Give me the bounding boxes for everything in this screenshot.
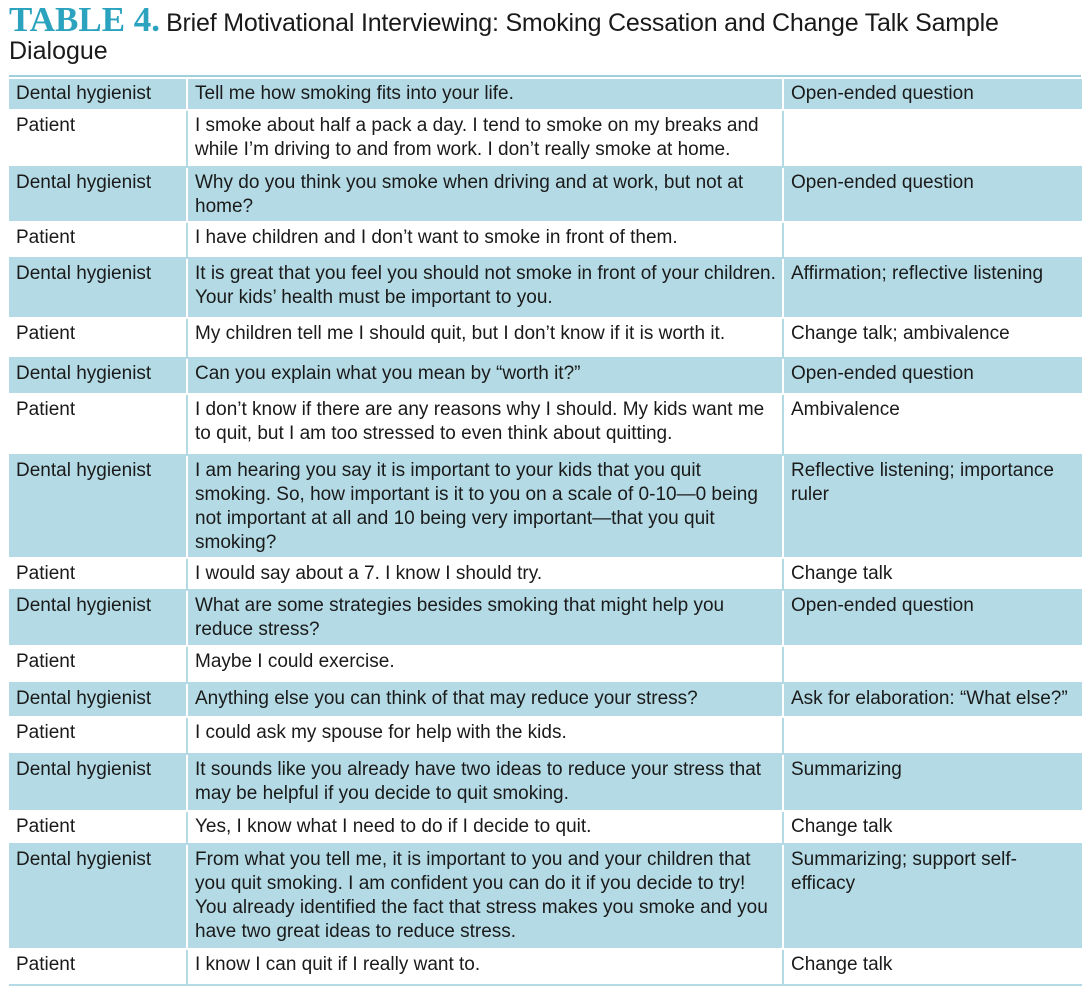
- technique-cell: Summarizing; support self-efficacy: [784, 845, 1082, 950]
- table-row: Patient My children tell me I should quit…: [9, 319, 1082, 359]
- speaker-cell: Patient: [9, 812, 188, 845]
- technique-cell: Change talk: [784, 559, 1082, 591]
- table-row: Dental hygienist From what you tell me, i…: [9, 845, 1082, 950]
- table-row: Patient I would say about a 7. I know I s…: [9, 559, 1082, 591]
- speaker-cell: Patient: [9, 647, 188, 684]
- table-row: Patient I could ask my spouse for help wi…: [9, 718, 1082, 755]
- dialogue-cell: Why do you think you smoke when driving …: [188, 168, 784, 223]
- dialogue-table-body: Dental hygienist Tell me how smoking fits…: [9, 79, 1082, 986]
- table-caption: TABLE 4. Brief Motivational Interviewing:…: [9, 2, 1084, 64]
- dialogue-cell: Yes, I know what I need to do if I decid…: [188, 812, 784, 845]
- technique-cell: Reflective listening; importance ruler: [784, 456, 1082, 559]
- table-title-continued: Dialogue: [9, 37, 108, 65]
- dialogue-cell: I have children and I don’t want to smok…: [188, 223, 784, 259]
- dialogue-cell: I know I can quit if I really want to.: [188, 950, 784, 986]
- technique-cell: [784, 111, 1082, 168]
- dialogue-cell: Maybe I could exercise.: [188, 647, 784, 684]
- dialogue-cell: It sounds like you already have two idea…: [188, 755, 784, 812]
- table-row: Dental hygienist It sounds like you alrea…: [9, 755, 1082, 812]
- table-row: Patient Maybe I could exercise.: [9, 647, 1082, 684]
- speaker-cell: Patient: [9, 950, 188, 986]
- dialogue-cell: I could ask my spouse for help with the …: [188, 718, 784, 755]
- dialogue-cell: I smoke about half a pack a day. I tend …: [188, 111, 784, 168]
- table-row: Dental hygienist It is great that you fee…: [9, 259, 1082, 319]
- speaker-cell: Patient: [9, 395, 188, 456]
- dialogue-cell: From what you tell me, it is important t…: [188, 845, 784, 950]
- table-row: Dental hygienist Why do you think you smo…: [9, 168, 1082, 223]
- speaker-cell: Patient: [9, 559, 188, 591]
- speaker-cell: Dental hygienist: [9, 591, 188, 647]
- technique-cell: Change talk: [784, 950, 1082, 986]
- table-row: Patient I don’t know if there are any rea…: [9, 395, 1082, 456]
- speaker-cell: Dental hygienist: [9, 359, 188, 395]
- technique-cell: Open-ended question: [784, 168, 1082, 223]
- speaker-cell: Dental hygienist: [9, 456, 188, 559]
- table-row: Dental hygienist Can you explain what you…: [9, 359, 1082, 395]
- dialogue-cell: It is great that you feel you should not…: [188, 259, 784, 319]
- dialogue-cell: I would say about a 7. I know I should t…: [188, 559, 784, 591]
- technique-cell: Summarizing: [784, 755, 1082, 812]
- dialogue-cell: Anything else you can think of that may …: [188, 684, 784, 718]
- speaker-cell: Patient: [9, 223, 188, 259]
- dialogue-cell: I don’t know if there are any reasons wh…: [188, 395, 784, 456]
- technique-cell: [784, 718, 1082, 755]
- speaker-cell: Patient: [9, 111, 188, 168]
- technique-cell: Change talk: [784, 812, 1082, 845]
- speaker-cell: Dental hygienist: [9, 684, 188, 718]
- table-row: Patient I have children and I don’t want …: [9, 223, 1082, 259]
- technique-cell: Ask for elaboration: “What else?”: [784, 684, 1082, 718]
- speaker-cell: Patient: [9, 718, 188, 755]
- speaker-cell: Dental hygienist: [9, 755, 188, 812]
- dialogue-cell: What are some strategies besides smoking…: [188, 591, 784, 647]
- dialogue-cell: Tell me how smoking fits into your life.: [188, 79, 784, 111]
- technique-cell: Open-ended question: [784, 359, 1082, 395]
- title-divider: [9, 75, 1081, 77]
- technique-cell: Ambivalence: [784, 395, 1082, 456]
- table-row: Dental hygienist I am hearing you say it …: [9, 456, 1082, 559]
- technique-cell: Change talk; ambivalence: [784, 319, 1082, 359]
- table-title: Brief Motivational Interviewing: Smoking…: [166, 9, 999, 37]
- table-row: Patient Yes, I know what I need to do if …: [9, 812, 1082, 845]
- table-number-label: TABLE 4.: [9, 0, 161, 39]
- dialogue-cell: Can you explain what you mean by “worth …: [188, 359, 784, 395]
- technique-cell: Open-ended question: [784, 591, 1082, 647]
- table-row: Dental hygienist Anything else you can th…: [9, 684, 1082, 718]
- technique-cell: Affirmation; reflective listening: [784, 259, 1082, 319]
- technique-cell: [784, 647, 1082, 684]
- dialogue-table: Dental hygienist Tell me how smoking fits…: [9, 79, 1082, 986]
- dialogue-cell: My children tell me I should quit, but I…: [188, 319, 784, 359]
- speaker-cell: Patient: [9, 319, 188, 359]
- table-row: Patient I know I can quit if I really wan…: [9, 950, 1082, 986]
- table-row: Dental hygienist Tell me how smoking fits…: [9, 79, 1082, 111]
- table-row: Dental hygienist What are some strategies…: [9, 591, 1082, 647]
- dialogue-cell: I am hearing you say it is important to …: [188, 456, 784, 559]
- technique-cell: [784, 223, 1082, 259]
- speaker-cell: Dental hygienist: [9, 259, 188, 319]
- technique-cell: Open-ended question: [784, 79, 1082, 111]
- speaker-cell: Dental hygienist: [9, 168, 188, 223]
- caption-line-1: TABLE 4. Brief Motivational Interviewing:…: [9, 2, 1084, 40]
- speaker-cell: Dental hygienist: [9, 79, 188, 111]
- table-row: Patient I smoke about half a pack a day. …: [9, 111, 1082, 168]
- speaker-cell: Dental hygienist: [9, 845, 188, 950]
